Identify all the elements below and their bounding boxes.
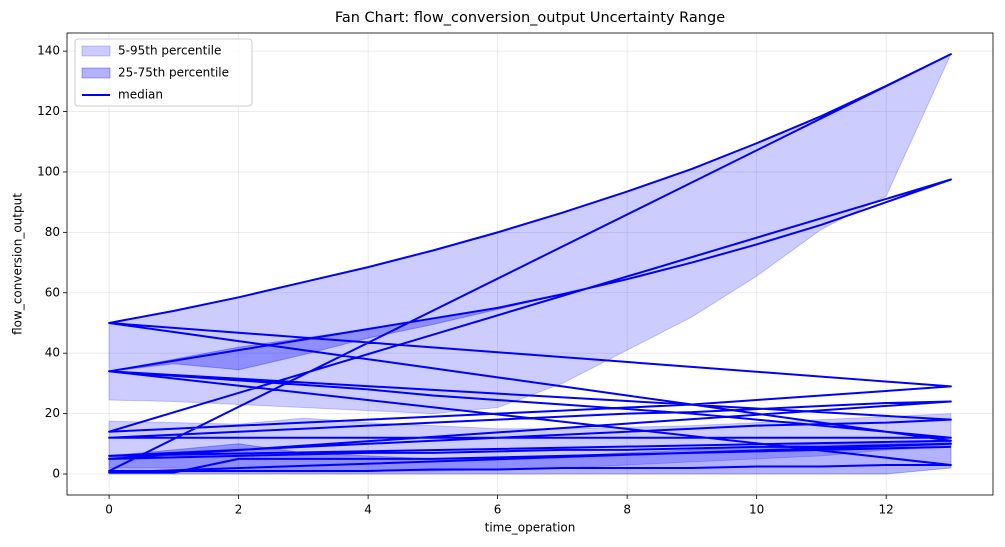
- y-axis-label: flow_conversion_output: [11, 193, 25, 335]
- x-tick-label: 8: [623, 503, 631, 517]
- x-tick-label: 10: [749, 503, 764, 517]
- plot-frame: [66, 32, 994, 496]
- y-tick-label: 20: [45, 406, 60, 420]
- legend-label: median: [118, 88, 163, 102]
- legend-swatch: [81, 45, 111, 57]
- chart-title: Fan Chart: flow_conversion_output Uncert…: [335, 10, 725, 26]
- legend-box: [74, 38, 253, 107]
- median-line: [108, 53, 952, 474]
- legend-swatch: [81, 67, 111, 79]
- x-tick-label: 2: [235, 503, 243, 517]
- y-tick-label: 120: [37, 104, 60, 118]
- x-axis-label: time_operation: [485, 521, 576, 535]
- y-tick-label: 60: [45, 285, 60, 299]
- x-tick-label: 12: [879, 503, 894, 517]
- y-tick-label: 0: [52, 467, 60, 481]
- y-tick-label: 40: [45, 346, 60, 360]
- y-tick-label: 80: [45, 225, 60, 239]
- legend-label: 25-75th percentile: [118, 66, 229, 80]
- legend-label: 5-95th percentile: [118, 44, 221, 58]
- x-tick-label: 0: [105, 503, 113, 517]
- y-tick-label: 140: [37, 44, 60, 58]
- x-tick-label: 6: [494, 503, 502, 517]
- y-tick-label: 100: [37, 164, 60, 178]
- x-tick-label: 4: [364, 503, 372, 517]
